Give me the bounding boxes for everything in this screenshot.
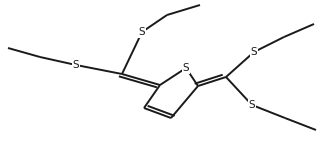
Text: S: S	[73, 60, 79, 70]
Text: S: S	[139, 27, 145, 37]
Text: S: S	[251, 47, 257, 57]
Text: S: S	[249, 100, 255, 110]
Text: S: S	[183, 63, 189, 73]
